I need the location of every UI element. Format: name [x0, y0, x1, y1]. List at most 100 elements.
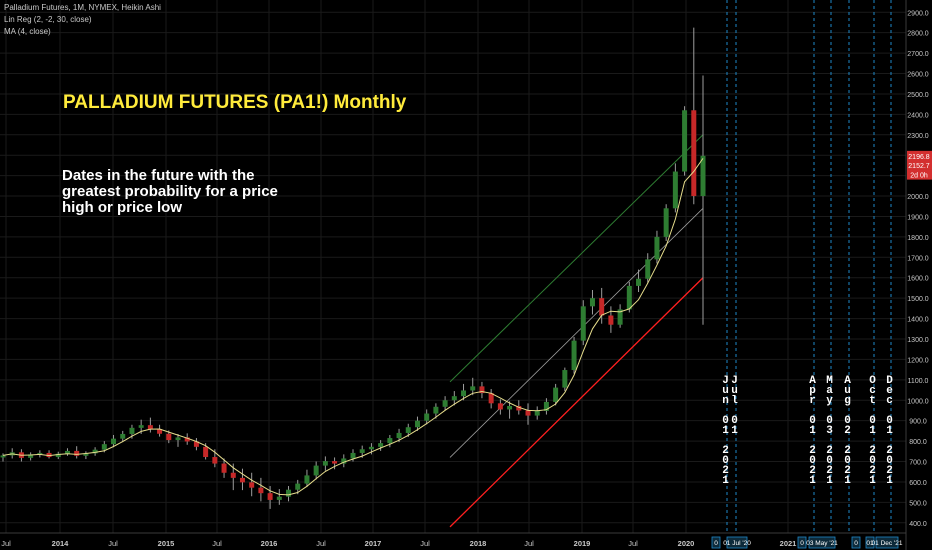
candle-body — [599, 298, 605, 316]
y-tick-label: 1700.0 — [907, 255, 929, 262]
x-tick-label: Jul — [524, 539, 534, 548]
candle-body — [239, 477, 245, 483]
candle-body — [212, 457, 218, 464]
candle-body — [368, 446, 374, 450]
candle-body — [497, 403, 503, 410]
y-tick-label: 1000.0 — [907, 398, 929, 405]
y-tick-label: 400.0 — [909, 521, 927, 528]
candle-body — [589, 298, 595, 307]
candle-body — [111, 438, 117, 445]
y-tick-label: 1400.0 — [907, 317, 929, 324]
y-tick-label: 2300.0 — [907, 133, 929, 140]
future-date-may-2021: M a y 0 3 2 0 2 1 — [826, 375, 833, 487]
x-tick-label: Jul — [212, 539, 222, 548]
y-tick-label: 2700.0 — [907, 51, 929, 58]
x-tick-label: Jul — [628, 539, 638, 548]
candle-body — [147, 425, 153, 430]
future-date-jul: J u l 0 1 — [731, 375, 738, 437]
candle-body — [64, 450, 70, 454]
candle-body — [276, 496, 282, 500]
candle-body — [203, 446, 209, 458]
y-tick-label: 1300.0 — [907, 337, 929, 344]
bottom-date-tag-bg — [797, 536, 807, 549]
candle-body — [129, 427, 135, 434]
x-tick-label: 2017 — [365, 539, 382, 548]
last-price-tag: 2196.8 — [908, 154, 930, 161]
x-tick-label: Jul — [420, 539, 430, 548]
y-tick-label: 2400.0 — [907, 112, 929, 119]
chart-annotation-title: PALLADIUM FUTURES (PA1!) Monthly — [63, 92, 407, 113]
candle-body — [700, 155, 706, 197]
candle-body — [396, 432, 402, 439]
candle-body — [636, 278, 642, 286]
x-tick-label: Jul — [108, 539, 118, 548]
candle-body — [580, 306, 586, 341]
linreg-upper-line — [449, 134, 704, 383]
symbol-header: Palladium Futures, 1M, NYMEX, Heikin Ash… — [4, 3, 161, 12]
candle-body — [55, 453, 61, 458]
candle-body — [461, 390, 467, 397]
candle-body — [663, 208, 669, 237]
close-price-tag: 2152.7 — [908, 163, 930, 170]
candle-body — [46, 452, 52, 458]
candle-body — [507, 405, 513, 410]
y-tick-label: 900.0 — [909, 419, 927, 426]
candle-body — [543, 401, 549, 411]
y-tick-label: 1900.0 — [907, 214, 929, 221]
ma-legend: MA (4, close) — [4, 27, 51, 36]
x-tick-label: 2018 — [470, 539, 487, 548]
x-tick-label: Jul — [316, 539, 326, 548]
candle-body — [184, 437, 190, 442]
candle-body — [516, 405, 522, 411]
candle-body — [378, 443, 384, 447]
candle-body — [645, 259, 651, 279]
candle-body — [451, 396, 457, 401]
bottom-date-tag: 0 — [714, 540, 718, 547]
candle-body — [562, 370, 568, 388]
candle-body — [249, 482, 255, 488]
y-tick-label: 700.0 — [909, 460, 927, 467]
bottom-date-tag-bg — [726, 536, 748, 549]
candle-body — [387, 438, 393, 444]
candle-body — [267, 493, 273, 500]
candle-body — [83, 453, 89, 456]
linreg-mid-line — [449, 208, 704, 458]
y-tick-label: 1800.0 — [907, 235, 929, 242]
candle-body — [488, 393, 494, 404]
candle-body — [138, 425, 144, 428]
candle-body — [405, 427, 411, 433]
x-tick-label: Jul — [1, 539, 11, 548]
y-tick-label: 1200.0 — [907, 357, 929, 364]
candle-body — [608, 315, 614, 325]
candle-body — [166, 433, 172, 441]
y-tick-label: 2600.0 — [907, 72, 929, 79]
candle-body — [295, 483, 301, 490]
bottom-date-tag: 03 May '21 — [806, 540, 838, 547]
bottom-date-tag: 01 Dec '21 — [872, 540, 903, 547]
x-tick-label: 2015 — [158, 539, 175, 548]
countdown-tag: 2d 0h — [910, 173, 928, 180]
candle-body — [74, 450, 80, 456]
linreg-legend: Lin Reg (2, -2, 30, close) — [4, 15, 92, 24]
bottom-date-tag-bg — [711, 536, 721, 549]
candle-body — [193, 441, 199, 447]
future-date-aug-2021: A u g 0 2 2 0 2 1 — [844, 375, 851, 487]
x-tick-label: 2020 — [678, 539, 695, 548]
candle-body — [221, 463, 227, 473]
last-price-tag-bg — [907, 150, 932, 161]
y-tick-label: 600.0 — [909, 480, 927, 487]
candle-body — [341, 458, 347, 464]
moving-average-line — [2, 158, 704, 496]
candle-body — [470, 386, 476, 391]
candle-body — [157, 429, 163, 434]
candle-body — [350, 452, 356, 459]
candle-body — [433, 406, 439, 414]
candle-body — [175, 437, 181, 441]
y-tick-label: 1500.0 — [907, 296, 929, 303]
bottom-date-tag: 0 — [800, 540, 804, 547]
future-date-jun-2021: J u n 0 1 2 0 2 1 — [722, 375, 729, 487]
candle-body — [322, 461, 328, 466]
x-tick-label: 2014 — [52, 539, 70, 548]
future-date-oct-2021: O c t 0 1 2 0 2 1 — [869, 375, 876, 487]
